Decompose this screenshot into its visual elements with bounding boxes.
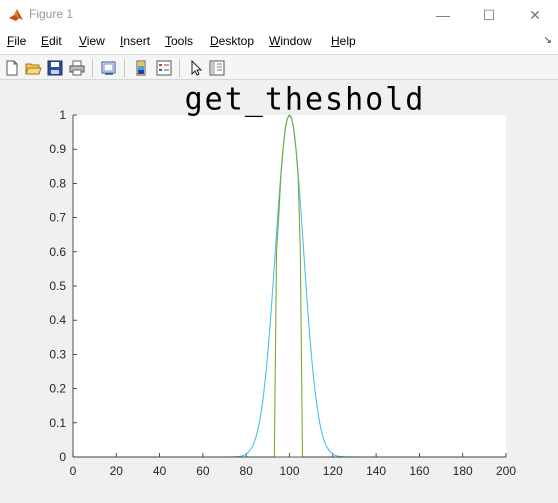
minimize-icon: —: [436, 7, 450, 23]
open-icon[interactable]: [24, 59, 42, 77]
close-button[interactable]: ✕: [512, 0, 558, 30]
y-tick-label: 0.2: [49, 382, 66, 396]
maximize-button[interactable]: ☐: [466, 0, 512, 30]
title-bar: Figure 1 — ☐ ✕: [0, 0, 558, 30]
y-tick-label: 0.7: [49, 211, 66, 225]
window-title: Figure 1: [29, 7, 74, 21]
menu-file[interactable]: File: [7, 34, 27, 48]
y-tick-label: 1: [59, 108, 66, 122]
x-tick-label: 0: [70, 464, 77, 478]
x-tick-label: 160: [409, 464, 429, 478]
x-tick-label: 120: [323, 464, 343, 478]
axes-title: get_theshold: [184, 81, 426, 118]
toolbar-separator: [124, 59, 125, 77]
maximize-icon: ☐: [482, 6, 496, 23]
x-tick-label: 100: [279, 464, 299, 478]
x-tick-label: 20: [110, 464, 124, 478]
close-icon: ✕: [529, 6, 541, 23]
print-icon[interactable]: [68, 59, 86, 77]
y-tick-label: 0.3: [49, 347, 66, 361]
x-tick-label: 180: [453, 464, 473, 478]
menu-edit[interactable]: Edit: [41, 34, 62, 48]
menu-desktop[interactable]: Desktop: [210, 34, 255, 48]
colorbar-icon[interactable]: [132, 59, 150, 77]
x-tick-label: 140: [366, 464, 386, 478]
menu-bar: File Edit View Insert Tools Desktop Wind…: [0, 30, 558, 54]
plot-tools-icon[interactable]: [208, 59, 226, 77]
toolbar-separator: [92, 59, 93, 77]
menu-tools[interactable]: Tools: [165, 34, 194, 48]
axes-background[interactable]: [73, 115, 506, 457]
link-plot-icon[interactable]: [100, 59, 118, 77]
y-tick-label: 0.8: [49, 176, 66, 190]
y-tick-label: 0.4: [49, 313, 66, 327]
menu-window[interactable]: Window: [269, 34, 312, 48]
pointer-icon[interactable]: [187, 59, 205, 77]
legend-icon[interactable]: [155, 59, 173, 77]
toolbar: [0, 54, 558, 80]
menu-help[interactable]: Help: [331, 34, 356, 48]
y-tick-label: 0.1: [49, 416, 66, 430]
x-tick-label: 60: [196, 464, 210, 478]
save-icon[interactable]: [46, 59, 64, 77]
x-tick-label: 80: [240, 464, 254, 478]
y-tick-label: 0.5: [49, 279, 66, 293]
plot-svg: 0 20 40 60 80 100 120 140 160 180 200 0 0.1 0.2 0.3 0.4…: [49, 108, 516, 478]
dock-arrow-icon[interactable]: ↘: [543, 35, 552, 46]
y-tick-label: 0.9: [49, 142, 66, 156]
minimize-button[interactable]: —: [420, 0, 466, 30]
y-tick-label: 0.6: [49, 245, 66, 259]
menu-insert[interactable]: Insert: [120, 34, 151, 48]
toolbar-separator: [179, 59, 180, 77]
figure-canvas: 0 20 40 60 80 100 120 140 160 180 200 0 0.1 0.2 0.3 0.4…: [0, 80, 558, 503]
threshold-series-line[interactable]: [73, 113, 506, 458]
axes-frame: [72, 115, 506, 458]
menu-view[interactable]: View: [79, 34, 105, 48]
x-tick-label: 200: [496, 464, 516, 478]
x-tick-label: 40: [153, 464, 167, 478]
matlab-icon: [9, 9, 23, 21]
y-tick-label: 0: [59, 450, 66, 464]
new-figure-icon[interactable]: [3, 59, 21, 77]
